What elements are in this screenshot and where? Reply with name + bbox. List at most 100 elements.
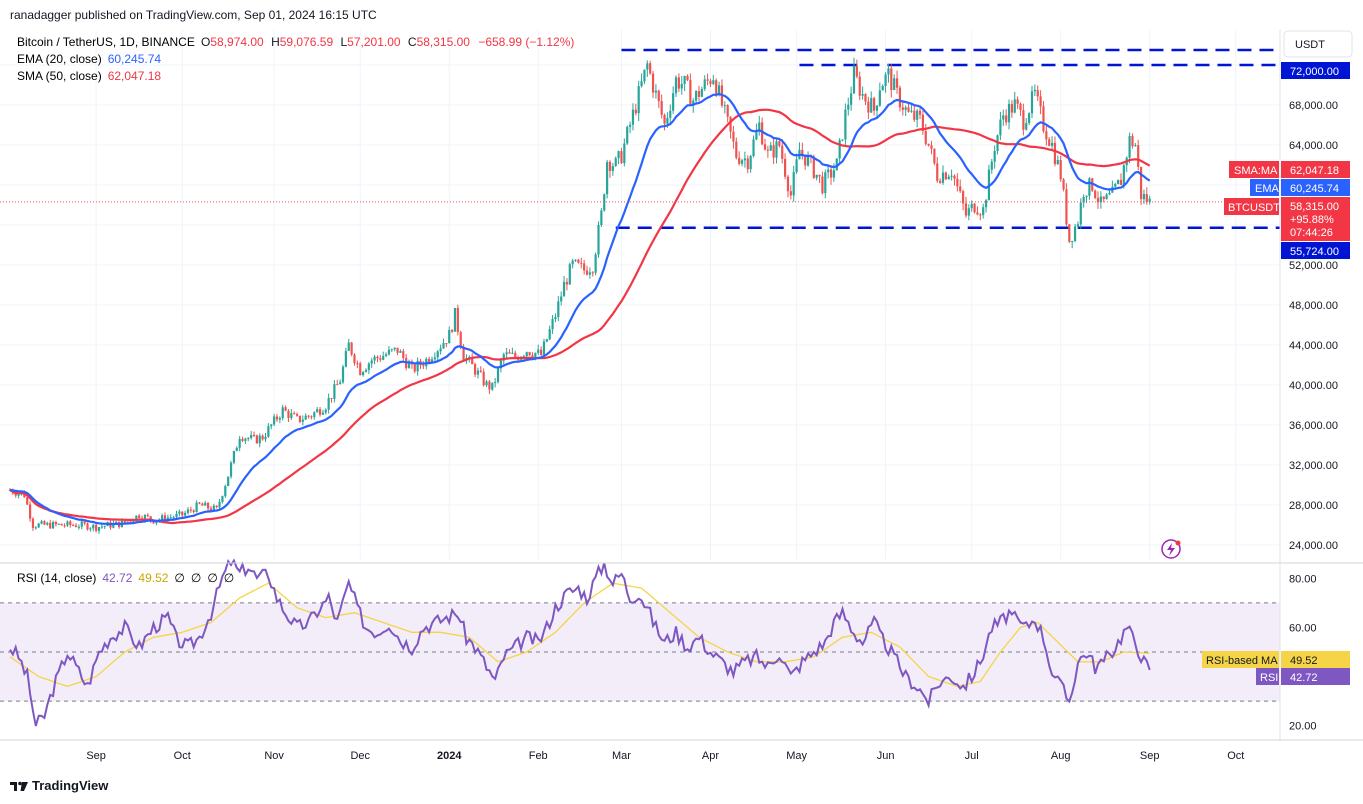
- candle-body: [950, 175, 953, 177]
- svg-text:RSI: RSI: [1260, 672, 1278, 684]
- tradingview-brand[interactable]: TradingView: [10, 778, 108, 793]
- candle-body: [881, 85, 884, 91]
- candle-body: [680, 83, 683, 89]
- candle-body: [692, 100, 695, 106]
- candle-body: [473, 364, 477, 375]
- candle-body: [281, 407, 284, 419]
- candle-body: [982, 207, 985, 216]
- candle-body: [1030, 91, 1034, 114]
- candle-body: [709, 80, 712, 84]
- price-tick-label: 28,000.00: [1289, 500, 1338, 512]
- candle-body: [224, 486, 227, 497]
- candle-body: [261, 435, 264, 440]
- candle-body: [574, 259, 577, 261]
- candle-body: [850, 93, 853, 105]
- candle-body: [178, 511, 181, 514]
- candle-body: [628, 124, 632, 127]
- candle-body: [1114, 184, 1117, 187]
- candle-body: [186, 509, 190, 513]
- candle-body: [729, 116, 732, 132]
- svg-text:SMA:MA: SMA:MA: [1234, 165, 1278, 177]
- time-tick-label: Oct: [1227, 750, 1244, 762]
- sma-legend[interactable]: SMA (50, close) 62,047.18: [17, 69, 161, 83]
- candle-body: [364, 369, 368, 372]
- candle-body: [944, 172, 947, 180]
- candle-body: [855, 66, 858, 77]
- candle-body: [829, 169, 833, 178]
- candle-body: [396, 347, 399, 353]
- candle-body: [939, 180, 942, 183]
- candle-body: [864, 93, 867, 102]
- candle-body: [362, 371, 365, 376]
- candle-body: [557, 301, 560, 318]
- candle-body: [789, 191, 792, 196]
- candlestick-series: [8, 57, 1151, 534]
- candle-body: [1108, 192, 1111, 195]
- candle-body: [402, 351, 405, 359]
- candle-body: [631, 109, 635, 125]
- candle-body: [92, 524, 95, 529]
- candle-body: [870, 97, 873, 113]
- rsi-plot: [9, 558, 1151, 727]
- candle-body: [964, 203, 968, 216]
- candle-body: [953, 175, 956, 179]
- candle-body: [293, 413, 296, 415]
- candle-body: [649, 63, 652, 74]
- candle-body: [54, 522, 58, 525]
- candle-body: [413, 364, 416, 372]
- candle-body: [28, 504, 32, 519]
- candle-body: [43, 521, 46, 525]
- candle-body: [1062, 179, 1065, 190]
- candle-body: [583, 263, 586, 271]
- candle-body: [761, 122, 764, 145]
- candle-body: [571, 260, 574, 265]
- candle-body: [531, 355, 534, 358]
- candle-body: [34, 527, 37, 529]
- candle-body: [37, 523, 40, 528]
- candle-body: [947, 176, 950, 180]
- candle-body: [14, 493, 17, 496]
- time-tick-label: Feb: [529, 750, 548, 762]
- rsi-line: [9, 558, 1151, 727]
- candle-body: [895, 78, 899, 88]
- candle-body: [1022, 110, 1025, 130]
- candle-body: [858, 76, 861, 96]
- candle-body: [674, 77, 678, 94]
- ema-legend[interactable]: EMA (20, close) 60,245.74: [17, 52, 161, 66]
- candle-body: [333, 384, 336, 399]
- candle-body: [258, 435, 261, 444]
- candle-body: [339, 382, 342, 385]
- svg-text:58,315.00: 58,315.00: [1290, 201, 1339, 213]
- candle-body: [51, 522, 55, 529]
- rsi-legend[interactable]: RSI (14, close) 42.72 49.52 ∅ ∅ ∅ ∅: [17, 571, 234, 585]
- candle-body: [766, 149, 769, 151]
- currency-button[interactable]: USDT: [1283, 30, 1353, 58]
- candle-body: [456, 307, 459, 333]
- price-axis[interactable]: 24,000.00 28,000.00 32,000.00 36,000.00 40,0…: [1289, 100, 1338, 552]
- candle-body: [821, 176, 824, 194]
- candle-body: [232, 451, 236, 463]
- candle-body: [89, 528, 92, 530]
- candle-body: [686, 75, 689, 81]
- candle-body: [318, 409, 322, 415]
- candle-body: [657, 90, 660, 102]
- candle-body: [330, 398, 333, 400]
- candle-body: [815, 174, 818, 178]
- candle-body: [284, 407, 287, 411]
- candle-body: [634, 109, 637, 114]
- candle-body: [275, 416, 279, 420]
- candle-body: [321, 412, 325, 415]
- candle-body: [887, 68, 890, 75]
- time-axis[interactable]: Sep Oct Nov Dec 2024 Feb Mar Apr May Jun Jul Aug Sep…: [86, 750, 1244, 762]
- rsi-axis[interactable]: 20.00 60.00 80.00: [1289, 573, 1317, 732]
- candle-body: [990, 161, 993, 170]
- candle-body: [428, 358, 431, 363]
- candle-body: [163, 515, 167, 522]
- candle-body: [993, 150, 996, 162]
- candle-body: [247, 438, 250, 440]
- candle-body: [278, 418, 281, 420]
- lightning-icon[interactable]: [1161, 539, 1181, 559]
- candle-body: [824, 172, 827, 194]
- candle-body: [890, 68, 893, 91]
